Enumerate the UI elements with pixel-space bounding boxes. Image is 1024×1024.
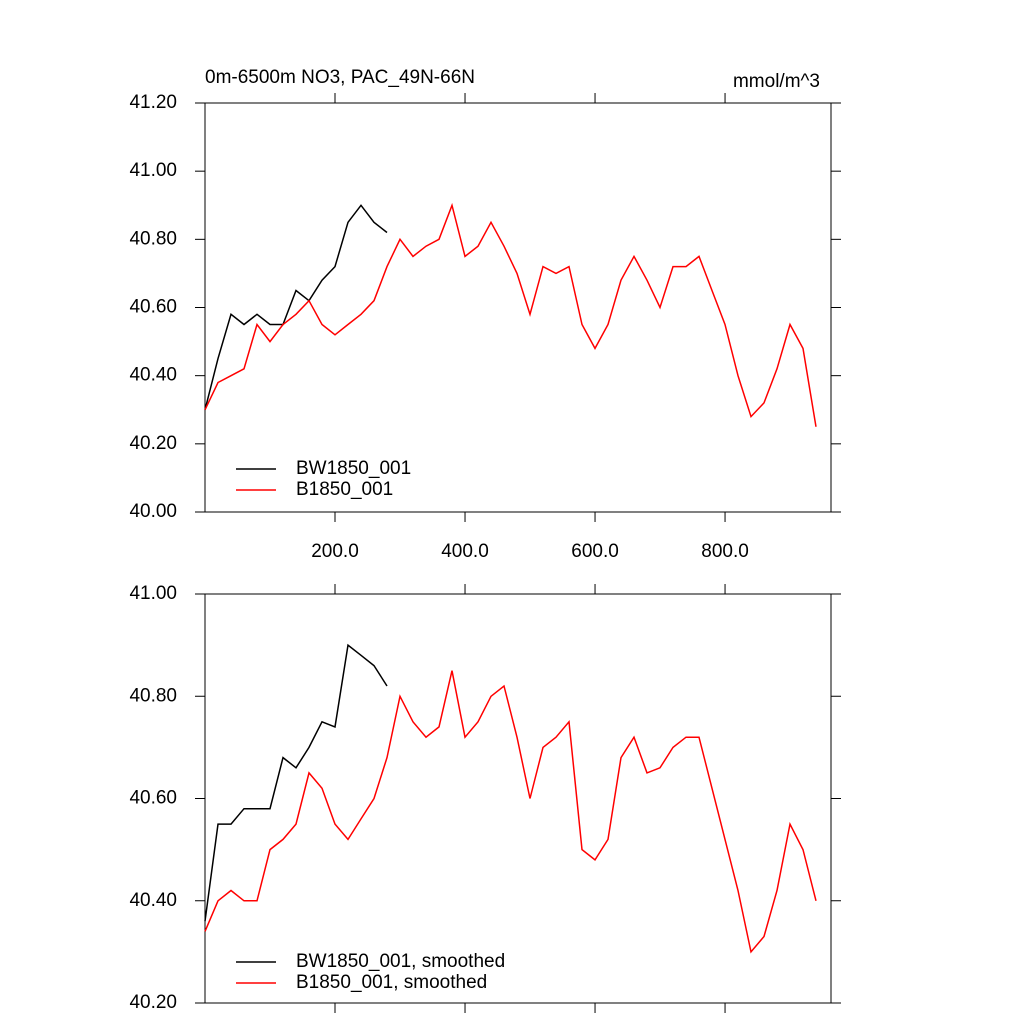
legend-label: B1850_001, smoothed xyxy=(296,972,487,993)
y-tick-label: 40.40 xyxy=(129,365,177,386)
y-tick-label: 40.20 xyxy=(129,433,177,454)
y-tick-label: 40.20 xyxy=(129,992,177,1013)
series-line xyxy=(204,202,817,427)
plot-frame xyxy=(204,593,832,1004)
plot-frame xyxy=(204,102,832,513)
x-tick-label: 200.0 xyxy=(311,541,359,562)
series-line xyxy=(204,670,817,954)
x-tick-label: 600.0 xyxy=(571,541,619,562)
y-tick-label: 40.80 xyxy=(129,685,177,706)
y-tick-label: 41.00 xyxy=(129,583,177,604)
y-tick-label: 40.40 xyxy=(129,890,177,911)
series-line xyxy=(204,204,388,410)
units-label: mmol/m^3 xyxy=(733,71,820,92)
series-line xyxy=(204,643,388,922)
x-tick-label: 400.0 xyxy=(441,541,489,562)
y-tick-label: 41.00 xyxy=(129,160,177,181)
y-tick-label: 41.20 xyxy=(129,92,177,113)
legend-label: BW1850_001 xyxy=(296,458,411,479)
legend-label: B1850_001 xyxy=(296,479,393,500)
chart-title: 0m-6500m NO3, PAC_49N-66N xyxy=(205,67,475,88)
x-tick-label: 800.0 xyxy=(701,541,749,562)
y-tick-label: 40.60 xyxy=(129,788,177,809)
legend-label: BW1850_001, smoothed xyxy=(296,951,505,972)
y-tick-label: 40.80 xyxy=(129,228,177,249)
y-tick-label: 40.60 xyxy=(129,297,177,318)
y-tick-label: 40.00 xyxy=(129,501,177,522)
